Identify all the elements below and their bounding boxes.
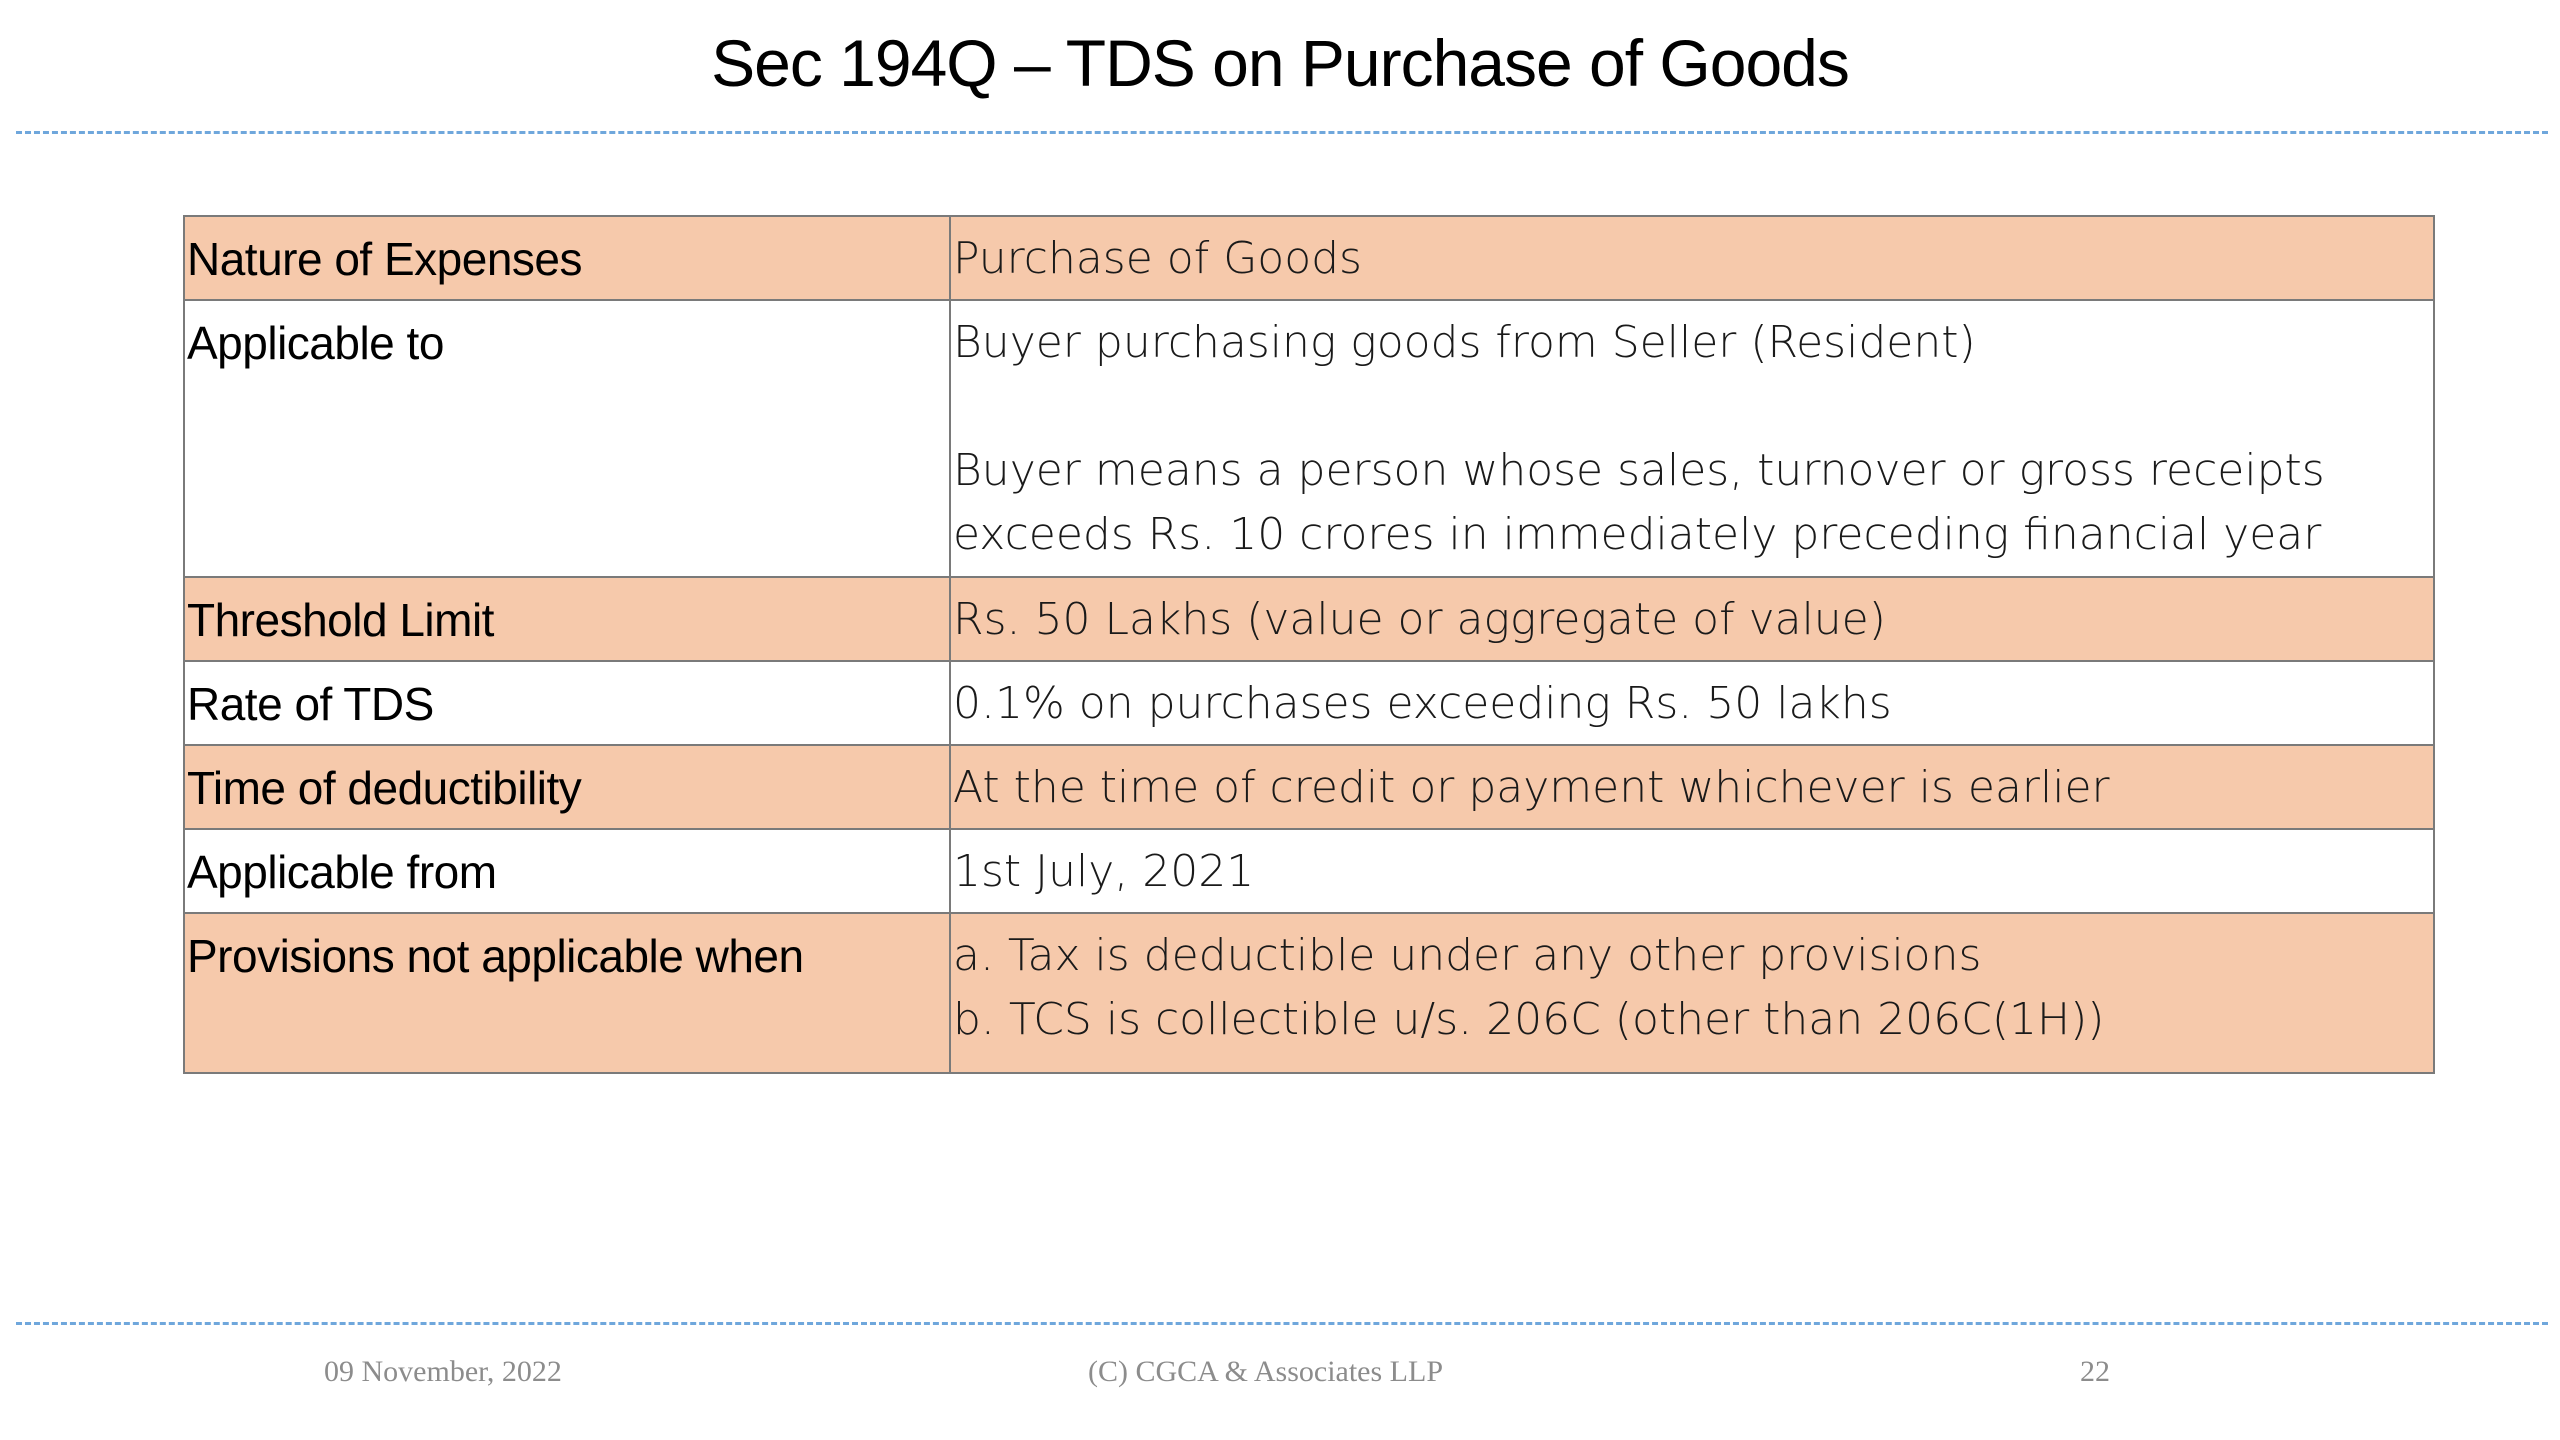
row-value: a. Tax is deductible under any other pro…	[949, 912, 2435, 1074]
value-line: Buyer purchasing goods from Seller (Resi…	[953, 317, 1976, 368]
slide-title: Sec 194Q – TDS on Purchase of Goods	[711, 26, 1850, 100]
tds-info-table: Nature of Expenses Purchase of Goods App…	[183, 215, 2435, 1074]
row-label: Provisions not applicable when	[183, 912, 951, 1074]
row-label: Time of deductibility	[183, 744, 951, 830]
value-line: Rs. 50 Lakhs (value or aggregate of valu…	[953, 594, 1886, 645]
value-spacer	[953, 375, 2431, 439]
footer-page-number: 22	[2080, 1355, 2110, 1388]
top-divider	[16, 131, 2548, 134]
footer-date: 09 November, 2022	[324, 1355, 562, 1388]
value-line: Buyer means a person whose sales, turnov…	[953, 445, 2325, 496]
bottom-divider	[16, 1322, 2548, 1325]
row-value: At the time of credit or payment whichev…	[949, 744, 2435, 830]
table-row-rate-of-tds: Rate of TDS 0.1% on purchases exceeding …	[183, 660, 2435, 746]
value-line: 1st July, 2021	[953, 846, 1255, 897]
row-label: Threshold Limit	[183, 576, 951, 662]
table-row-nature-of-expenses: Nature of Expenses Purchase of Goods	[183, 215, 2435, 301]
row-label: Rate of TDS	[183, 660, 951, 746]
value-line: Purchase of Goods	[953, 233, 1362, 284]
footer-copyright: (C) CGCA & Associates LLP	[1088, 1355, 1444, 1388]
value-line: 0.1% on purchases exceeding Rs. 50 lakhs	[953, 678, 1892, 729]
row-label: Applicable from	[183, 828, 951, 914]
table-row-time-of-deductibility: Time of deductibility At the time of cre…	[183, 744, 2435, 830]
value-line: At the time of credit or payment whichev…	[953, 762, 2110, 813]
row-value: Purchase of Goods	[949, 215, 2435, 301]
value-line: exceeds Rs. 10 crores in immediately pre…	[953, 509, 2322, 560]
table-row-applicable-from: Applicable from 1st July, 2021	[183, 828, 2435, 914]
table-row-provisions-not-applicable: Provisions not applicable when a. Tax is…	[183, 912, 2435, 1074]
row-label: Applicable to	[183, 299, 951, 578]
row-value: 1st July, 2021	[949, 828, 2435, 914]
row-value: 0.1% on purchases exceeding Rs. 50 lakhs	[949, 660, 2435, 746]
table-row-threshold-limit: Threshold Limit Rs. 50 Lakhs (value or a…	[183, 576, 2435, 662]
row-label: Nature of Expenses	[183, 215, 951, 301]
value-line: b. TCS is collectible u/s. 206C (other t…	[953, 994, 2105, 1045]
row-value: Buyer purchasing goods from Seller (Resi…	[949, 299, 2435, 578]
table-row-applicable-to: Applicable to Buyer purchasing goods fro…	[183, 299, 2435, 578]
value-line: a. Tax is deductible under any other pro…	[953, 930, 1982, 981]
row-value: Rs. 50 Lakhs (value or aggregate of valu…	[949, 576, 2435, 662]
